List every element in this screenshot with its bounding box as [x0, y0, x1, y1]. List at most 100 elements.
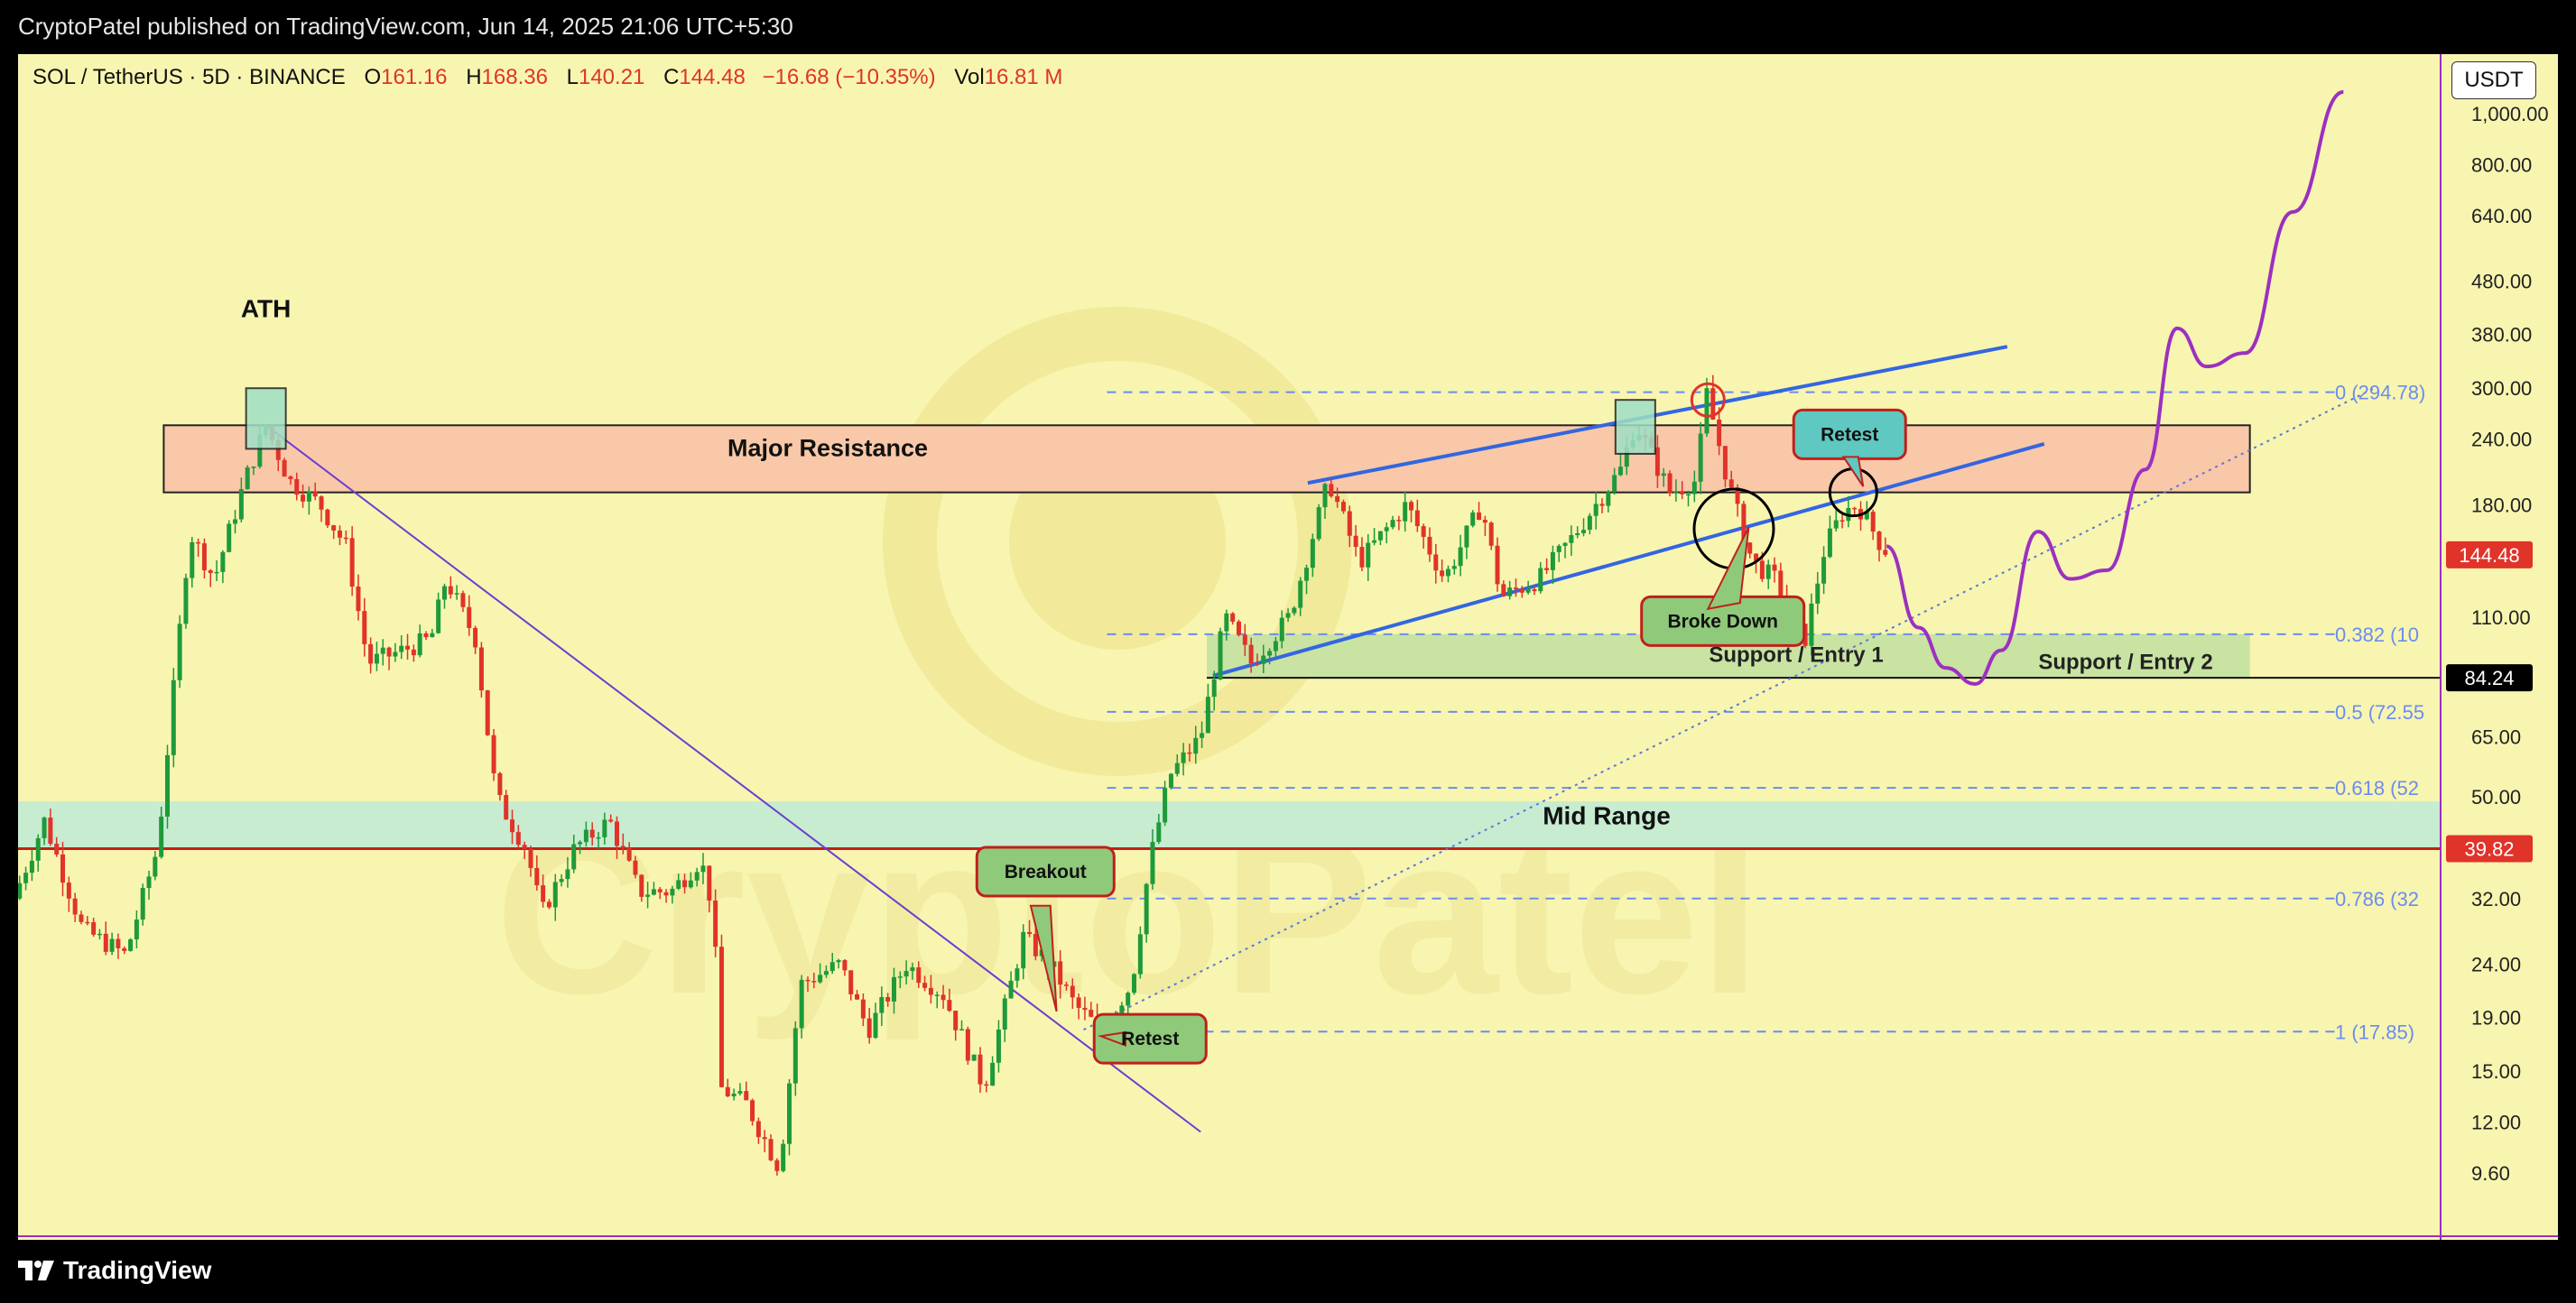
y-tick-label: 110.00: [2471, 606, 2531, 629]
candle-body: [1261, 655, 1266, 664]
close-value: 144.48: [679, 65, 746, 89]
currency-button[interactable]: USDT: [2451, 61, 2536, 99]
high-value: 168.36: [481, 65, 548, 89]
candle-body: [928, 987, 933, 995]
candle-body: [1335, 495, 1340, 503]
candle-body: [504, 795, 509, 820]
close-label: C: [663, 65, 680, 89]
candle-body: [18, 883, 23, 899]
candle-body: [467, 606, 472, 628]
candle-body: [1002, 998, 1007, 1030]
candle-body: [1870, 512, 1876, 532]
candle-body: [1747, 542, 1753, 554]
candle-body: [1532, 589, 1537, 592]
candle-body: [79, 914, 84, 922]
candle-body: [1353, 535, 1358, 548]
candle-body: [1513, 587, 1518, 589]
candle-body: [515, 832, 521, 846]
candle-body: [128, 939, 134, 951]
fib-label: 0.382 (10: [2335, 624, 2419, 646]
candle-body: [829, 962, 835, 972]
candle-body: [485, 690, 490, 735]
candle-body: [1119, 1005, 1125, 1013]
candle-body: [257, 434, 263, 467]
candle-body: [688, 880, 693, 888]
candle-body: [713, 901, 718, 947]
tradingview-brand: TradingView: [63, 1256, 212, 1284]
candle-body: [460, 593, 466, 607]
candle-body: [1366, 542, 1371, 568]
y-tick-label: 640.00: [2471, 205, 2532, 227]
candle-body: [1544, 568, 1550, 570]
candle-body: [1292, 607, 1297, 614]
candle-body: [934, 994, 940, 996]
candle-body: [910, 967, 915, 972]
candle-body: [1827, 528, 1832, 558]
candle-body: [903, 971, 909, 977]
callout-label: Breakout: [1005, 862, 1087, 883]
candle-body: [1772, 564, 1777, 571]
candle-body: [1488, 522, 1494, 546]
candle-body: [781, 1143, 786, 1171]
candle-body: [1322, 484, 1328, 508]
zone-label: Mid Range: [1543, 801, 1671, 829]
candle-body: [608, 819, 614, 822]
candle-body: [473, 627, 478, 648]
candle-body: [571, 844, 577, 870]
candle-body: [1440, 570, 1445, 577]
candle-body: [639, 874, 644, 897]
candle-body: [116, 938, 121, 948]
candle-body: [552, 882, 558, 908]
tradingview-logo[interactable]: TradingView: [18, 1256, 211, 1285]
candle-body: [947, 1000, 952, 1012]
candle-body: [97, 933, 102, 936]
candle-body: [1230, 613, 1236, 622]
y-tick-label: 180.00: [2471, 494, 2532, 516]
candle-body: [682, 880, 688, 888]
candle-body: [1008, 980, 1014, 999]
candle-body: [1126, 993, 1131, 1006]
candle-body: [1156, 822, 1162, 843]
tradingview-logo-icon: [18, 1261, 54, 1280]
candle-body: [1710, 388, 1716, 420]
candle-body: [1599, 504, 1605, 506]
candle-body: [1593, 504, 1598, 516]
zone-rect: [162, 424, 2251, 494]
candle-body: [614, 821, 619, 846]
callout-pointer: [1097, 1030, 1126, 1048]
candle-body: [578, 842, 583, 845]
candle-body: [1237, 621, 1242, 635]
candle-body: [1211, 679, 1217, 698]
candle-body: [1722, 446, 1728, 480]
candle-body: [1458, 547, 1463, 567]
highlight-box: [1614, 399, 1656, 455]
callout-pointer: [1706, 526, 1750, 611]
candle-body: [750, 1100, 755, 1122]
callout-pointer: [1841, 456, 1865, 487]
candle-body: [1089, 1010, 1094, 1017]
candle-body: [792, 1028, 798, 1084]
candle-body: [301, 494, 306, 502]
candle-body: [411, 649, 416, 656]
candle-body: [23, 873, 29, 883]
candle-body: [343, 537, 348, 540]
candle-body: [1587, 515, 1592, 531]
candle-body: [1316, 507, 1321, 540]
candle-body: [755, 1121, 761, 1138]
published-info: CryptoPatel published on TradingView.com…: [18, 13, 793, 40]
candle-body: [1187, 752, 1192, 754]
candle-body: [1063, 984, 1069, 986]
candle-body: [959, 1029, 965, 1031]
candle-body: [1741, 504, 1747, 543]
candle-body: [1027, 931, 1033, 935]
candle-body: [1033, 934, 1038, 956]
candle-body: [633, 860, 638, 875]
candle-body: [1519, 588, 1524, 593]
candle-body: [103, 933, 108, 952]
candle-body: [1144, 883, 1149, 935]
candle-body: [1495, 545, 1500, 585]
chart-frame[interactable]: CryptoPatel Major Resistance Support / Ent…: [18, 54, 2558, 1240]
candle-body: [1765, 564, 1771, 579]
candle-body: [978, 1054, 983, 1085]
